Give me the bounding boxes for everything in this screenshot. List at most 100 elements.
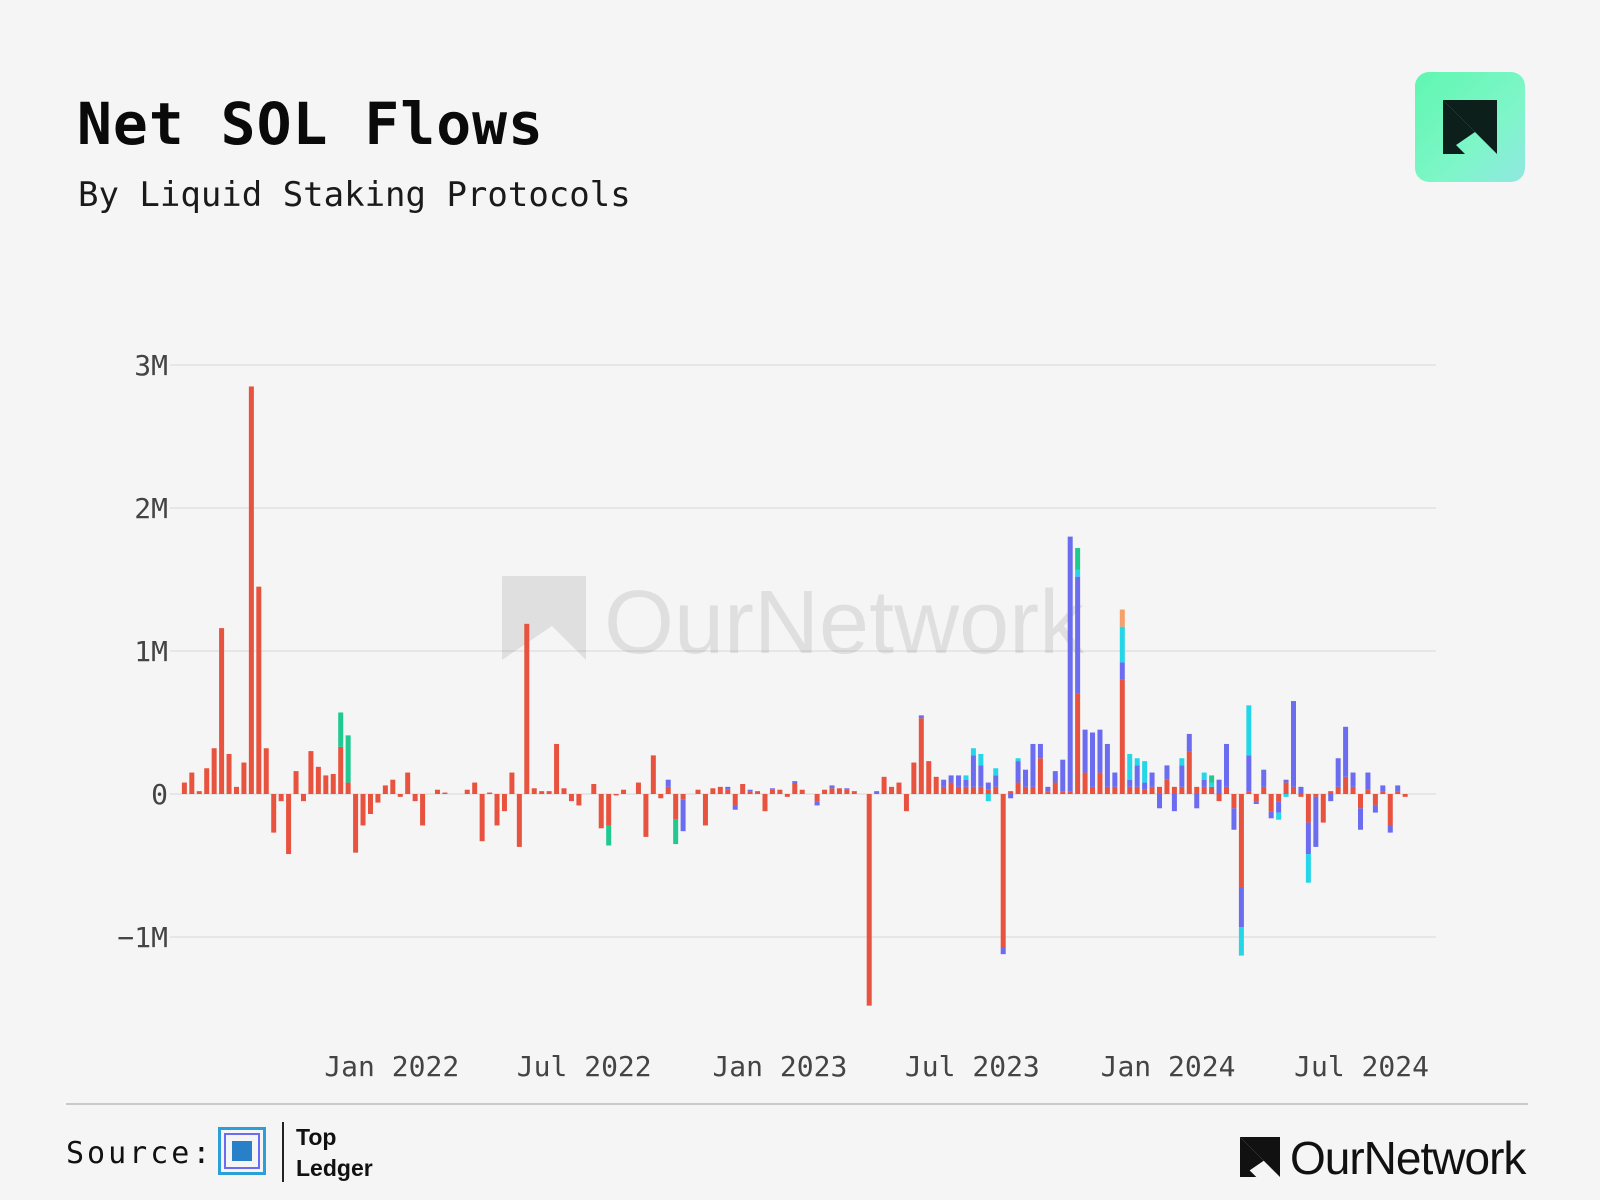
bar-segment (1261, 786, 1267, 794)
bar-segment (516, 794, 522, 847)
bar-segment (732, 794, 738, 806)
bar-segment (956, 775, 962, 787)
bar-segment (881, 776, 887, 794)
bar-segment (747, 791, 753, 794)
bar-segment (353, 794, 359, 853)
bar-segment (769, 788, 775, 790)
bar-segment (1030, 743, 1036, 787)
bar-segment (397, 794, 403, 797)
bar-segment (792, 781, 798, 784)
bar-segment (1276, 812, 1282, 820)
source-label: Source: (66, 1136, 214, 1171)
bar-segment (189, 772, 195, 794)
bar-segment (963, 775, 969, 780)
bar-segment (762, 794, 768, 812)
bar-segment (1246, 755, 1252, 792)
bar-segment (1104, 743, 1110, 787)
bar-segment (1216, 779, 1222, 794)
bar-segment (1387, 825, 1393, 833)
bar-segment (1291, 701, 1296, 787)
bar-segment (1052, 771, 1058, 783)
bar-segment (747, 789, 753, 792)
y-tick-label: 1M (134, 635, 168, 668)
bar-segment (1209, 775, 1215, 783)
bar-segment (918, 715, 924, 719)
ournetwork-watermark: OurNetwork (502, 573, 1085, 673)
bar-segment (725, 789, 731, 794)
bar-segment (591, 783, 597, 794)
bar-segment (1119, 662, 1125, 680)
bar-segment (442, 792, 448, 794)
bar-segment (978, 765, 984, 787)
bar-segment (382, 785, 388, 794)
bar-segment (985, 794, 991, 802)
bar-segment (293, 771, 299, 794)
bar-segment (732, 805, 738, 810)
bar-segment (1224, 743, 1230, 787)
bar-segment (963, 779, 969, 787)
bar-segment (1194, 786, 1200, 794)
bar-segment (1372, 805, 1378, 813)
bar-segment (777, 789, 783, 794)
bar-segment (1119, 679, 1125, 794)
bar-segment (1015, 782, 1021, 794)
source-name: Top Ledger (296, 1124, 373, 1181)
bar-segment (822, 789, 828, 794)
bar-segment (1127, 779, 1133, 787)
bar-segment (271, 794, 277, 833)
bar-segment (1112, 772, 1118, 787)
bar-segment (330, 773, 336, 794)
bar-segment (993, 786, 999, 794)
bar-segment (889, 786, 895, 794)
bar-segment (1037, 758, 1043, 794)
bar-segment (1253, 794, 1259, 802)
bar-segment (1305, 794, 1311, 823)
bar-segment (1023, 769, 1029, 787)
bar-segment (1231, 808, 1237, 830)
bar-segment (1209, 782, 1215, 787)
watermark-text: OurNetwork (604, 573, 1085, 673)
bar-segment (390, 779, 396, 794)
bar-segment (1134, 786, 1140, 794)
bar-segment (606, 825, 612, 846)
bar-segment (1164, 779, 1170, 794)
bar-segment (286, 794, 292, 855)
bar-segment (1313, 794, 1319, 797)
bar-segment (911, 762, 917, 794)
bar-segment (576, 794, 582, 806)
bar-segment (494, 794, 500, 826)
bar-segment (501, 794, 507, 812)
bar-segment (345, 782, 351, 794)
bar-segment (1015, 758, 1021, 762)
bar-segment (985, 782, 991, 790)
bar-segment (1097, 772, 1103, 794)
bar-segment (233, 786, 239, 794)
top-ledger-logo-icon (218, 1127, 266, 1175)
bar-segment (918, 718, 924, 794)
bar-segment (1015, 761, 1021, 783)
bar-segment (1157, 786, 1163, 794)
bar-segment (1171, 786, 1177, 794)
bar-segment (710, 788, 716, 794)
bar-segment (1201, 772, 1207, 780)
bar-segment (1261, 769, 1267, 787)
bar-segment (1246, 705, 1252, 756)
bar-segment (263, 748, 269, 794)
bar-segment (1000, 794, 1006, 948)
bar-segment (1305, 822, 1311, 855)
bar-segment (1372, 794, 1378, 806)
bar-segment (367, 794, 373, 815)
bar-segment (956, 786, 962, 794)
bar-segment (993, 775, 999, 787)
bar-segment (1276, 801, 1282, 813)
bar-segment (1209, 786, 1215, 794)
bar-segment (211, 748, 217, 794)
bar-segment (740, 783, 746, 794)
bar-segment (1134, 765, 1140, 787)
bar-segment (1179, 758, 1185, 766)
bar-segment (1328, 791, 1334, 794)
bar-segment (509, 772, 515, 794)
bar-segment (405, 772, 411, 794)
bar-segment (1127, 786, 1133, 794)
chart-title: Net SOL Flows (77, 90, 544, 158)
